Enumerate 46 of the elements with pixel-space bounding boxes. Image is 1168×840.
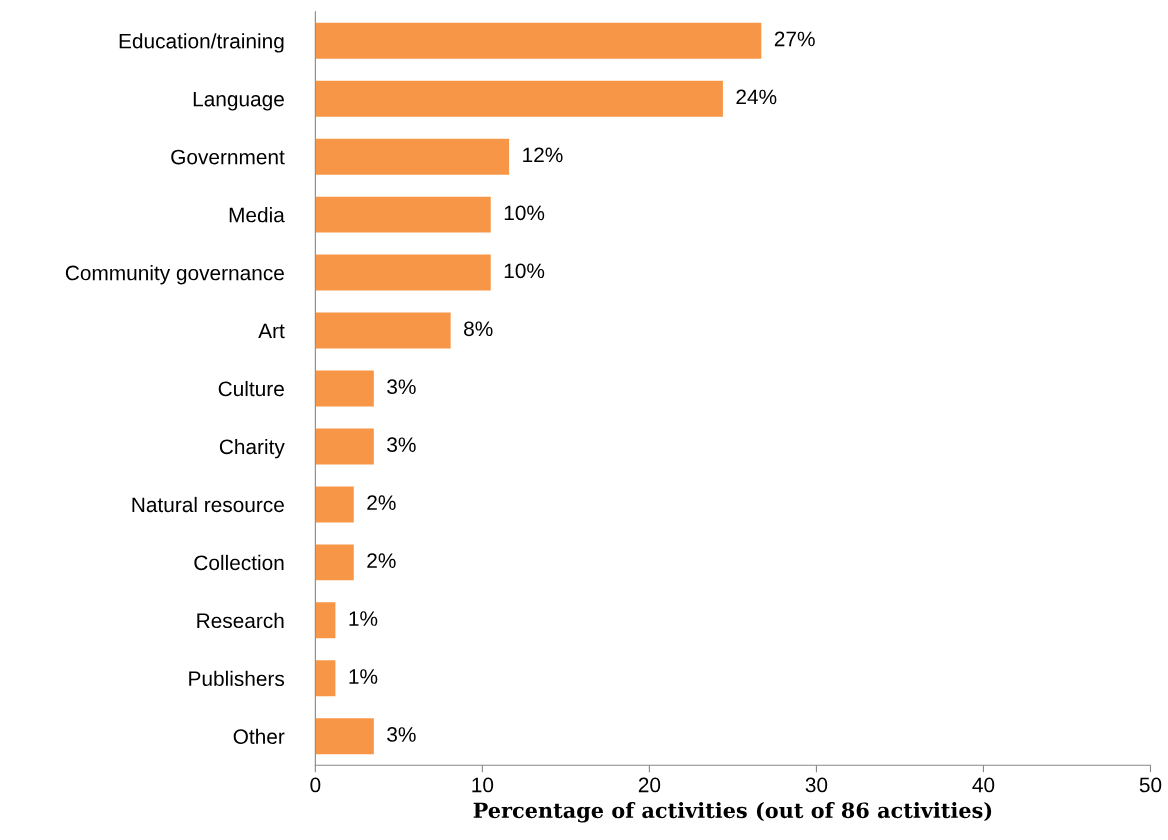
y-tick-label: Language [193, 91, 284, 111]
x-tick-label: 50 [1139, 777, 1162, 793]
bar [315, 486, 354, 523]
bar [315, 660, 336, 697]
y-tick-label: Other [233, 728, 285, 745]
bar [315, 22, 762, 59]
x-tick-label: 20 [638, 777, 661, 793]
data-label: 2% [367, 553, 396, 568]
y-tick-label: Collection [194, 554, 284, 571]
x-tick-label: 0 [310, 777, 321, 793]
y-tick-label: Charity [219, 438, 285, 459]
x-tick-label: 40 [972, 777, 995, 793]
bar [315, 544, 354, 581]
bar [315, 370, 374, 407]
y-tick-label: Research [197, 612, 284, 629]
data-label: 2% [367, 495, 396, 510]
data-label: 1% [349, 611, 378, 626]
y-tick-label: Government [171, 149, 285, 165]
y-tick-label: Art [258, 323, 285, 339]
data-label: 10% [504, 205, 545, 221]
y-tick-label: Education/training [119, 33, 284, 53]
bar [315, 254, 491, 291]
bar [315, 196, 491, 233]
x-tick-label: 10 [472, 777, 494, 793]
data-label: 3% [387, 437, 416, 453]
data-label: 3% [387, 379, 416, 395]
x-axis-title: Percentage of activities (out of 86 activities) [473, 802, 992, 823]
data-label: 1% [349, 669, 378, 684]
x-tick-label: 30 [805, 777, 828, 793]
y-tick-label: Media [229, 207, 285, 223]
data-label: 8% [464, 321, 493, 337]
bar [315, 428, 374, 465]
y-tick-label: Natural resource [132, 496, 284, 513]
data-label: 10% [504, 263, 545, 279]
bar [315, 312, 451, 349]
data-label: 27% [774, 31, 815, 47]
bar [315, 80, 723, 117]
y-tick-label: Publishers [189, 670, 285, 687]
data-label: 3% [387, 727, 416, 742]
bar [315, 718, 374, 755]
bar [315, 602, 336, 639]
y-tick-label: Community governance [65, 265, 284, 285]
data-label: 24% [736, 89, 777, 105]
y-tick-label: Culture [218, 380, 284, 397]
bar [315, 138, 510, 175]
data-label: 12% [523, 147, 563, 163]
